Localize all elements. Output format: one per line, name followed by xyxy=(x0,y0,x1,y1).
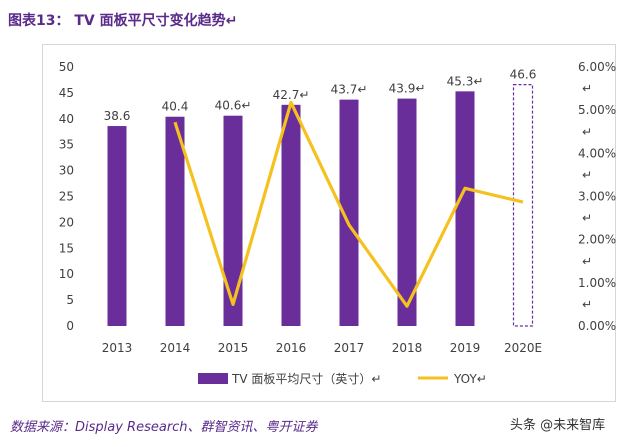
x-axis-category-label: 2019 xyxy=(450,341,481,355)
legend-bar-swatch xyxy=(198,373,228,384)
return-mark: ↵ xyxy=(582,211,592,225)
bar xyxy=(165,116,185,326)
x-axis-category-label: 2016 xyxy=(276,341,307,355)
watermark: 头条 @未来智库 xyxy=(510,418,606,433)
bar-data-label: 38.6 xyxy=(104,109,131,123)
left-axis-tick-label: 50 xyxy=(59,60,74,74)
left-axis-tick-label: 30 xyxy=(59,164,74,178)
forecast-bar xyxy=(512,84,534,327)
legend-line-label: YOY↵ xyxy=(453,372,487,386)
left-axis-tick-label: 15 xyxy=(59,241,74,255)
x-axis-category-label: 2018 xyxy=(392,341,423,355)
return-mark: ↵ xyxy=(582,168,592,182)
yoy-line-series xyxy=(173,100,524,308)
right-axis-tick-label: 6.00% xyxy=(578,60,616,74)
return-mark: ↵ xyxy=(582,254,592,268)
bar xyxy=(397,98,417,327)
x-axis-category-label: 2020E xyxy=(504,341,542,355)
left-axis-tick-label: 25 xyxy=(59,190,74,204)
right-axis-tick-label: 1.00% xyxy=(578,276,616,290)
x-axis-category-label: 2014 xyxy=(160,341,191,355)
bar xyxy=(281,104,301,327)
bar xyxy=(107,126,127,326)
source-note: 数据来源：Display Research、群智资讯、粤开证券 xyxy=(10,420,318,435)
bar-data-label: 43.7↵ xyxy=(331,83,368,97)
legend-bar-label: TV 面板平均尺寸（英寸）↵ xyxy=(231,372,381,386)
left-axis-tick-label: 20 xyxy=(59,215,74,229)
left-axis-tick-label: 10 xyxy=(59,267,74,281)
legend: TV 面板平均尺寸（英寸）↵ YOY↵ xyxy=(198,372,487,386)
x-axis-category-label: 2013 xyxy=(102,341,133,355)
return-mark: ↵ xyxy=(582,125,592,139)
bar-data-labels: 38.6 40.4 40.6↵ 42.7↵ 43.7↵ 43.9↵ 45.3↵ 46.6 xyxy=(104,68,537,123)
chart-frame xyxy=(42,44,616,402)
bar xyxy=(223,115,243,326)
left-axis-tick-label: 45 xyxy=(59,86,74,100)
bar-data-label: 40.6↵ xyxy=(215,99,252,113)
return-mark: ↵ xyxy=(582,82,592,96)
bar-series xyxy=(107,84,534,327)
bar-data-label: 43.9↵ xyxy=(389,82,426,96)
right-axis-tick-label: 4.00% xyxy=(578,146,616,160)
right-axis-tick-label: 3.00% xyxy=(578,190,616,204)
x-axis-category-label: 2015 xyxy=(218,341,249,355)
bar-data-label: 45.3↵ xyxy=(447,74,484,88)
right-axis-tick-label: 5.00% xyxy=(578,103,616,117)
return-mark: ↵ xyxy=(582,297,592,311)
left-axis-tick-label: 0 xyxy=(66,319,74,333)
right-axis-tick-label: 0.00% xyxy=(578,319,616,333)
bar-data-label: 42.7↵ xyxy=(273,88,310,102)
right-axis-ticks: 0.00% ↵ 1.00% ↵ 2.00% ↵ 3.00% ↵ 4.00% ↵ 5.00% ↵ 6.00… xyxy=(578,60,616,333)
left-axis-tick-label: 5 xyxy=(66,293,74,307)
x-axis-category-label: 2017 xyxy=(334,341,365,355)
left-axis-tick-label: 35 xyxy=(59,138,74,152)
bar-data-label: 46.6 xyxy=(510,68,537,82)
right-axis-tick-label: 2.00% xyxy=(578,233,616,247)
page-title: 图表13： TV 面板平尺寸变化趋势↵ xyxy=(8,13,238,29)
bar xyxy=(339,99,359,326)
left-axis-tick-label: 40 xyxy=(59,112,74,126)
bar-data-label: 40.4 xyxy=(162,100,189,114)
left-axis-ticks: 0 5 10 15 20 25 30 35 40 45 50 xyxy=(59,60,74,333)
x-axis-categories: 2013 2014 2015 2016 2017 2018 2019 2020E xyxy=(102,341,542,355)
bar xyxy=(455,91,475,326)
